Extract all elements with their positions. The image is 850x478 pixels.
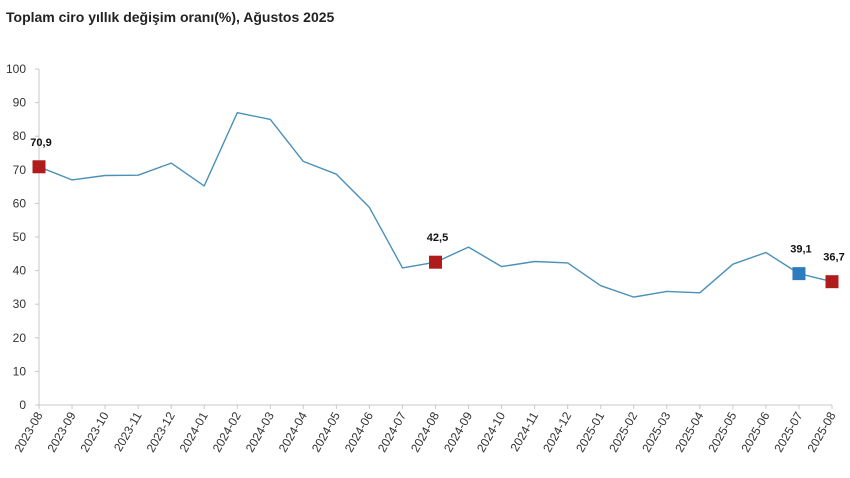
data-label: 42,5 — [427, 232, 448, 244]
x-tick-label: 2024-04 — [276, 409, 310, 454]
y-tick-label: 80 — [13, 129, 27, 143]
x-tick-label: 2024-08 — [408, 409, 442, 454]
y-tick-label: 40 — [13, 264, 27, 278]
x-tick-label: 2025-03 — [639, 409, 673, 454]
y-tick-label: 100 — [6, 62, 26, 76]
x-tick-label: 2023-11 — [111, 409, 145, 454]
y-tick-label: 50 — [13, 230, 27, 244]
x-tick-label: 2024-03 — [243, 409, 277, 454]
x-tick-label: 2024-11 — [508, 409, 542, 454]
y-tick-label: 0 — [19, 398, 26, 412]
y-axis-ticks: 0 10 20 30 40 50 60 70 80 90 100 — [6, 62, 39, 412]
x-tick-label: 2024-12 — [540, 409, 574, 454]
series-group — [38, 111, 833, 298]
data-label: 39,1 — [790, 244, 811, 256]
x-tick-label: 2024-06 — [342, 409, 376, 454]
x-tick-label: 2025-05 — [705, 409, 739, 454]
y-tick-label: 70 — [13, 163, 27, 177]
x-tick-label: 2025-01 — [573, 409, 607, 454]
data-labels: 70,9 42,5 39,1 36,7 — [30, 137, 844, 264]
x-tick-label: 2025-06 — [738, 409, 772, 454]
x-tick-label: 2025-07 — [771, 409, 805, 454]
highlight-marker — [792, 267, 806, 281]
x-tick-label: 2024-01 — [177, 409, 211, 454]
x-tick-label: 2023-12 — [144, 409, 178, 454]
x-tick-label: 2023-10 — [78, 409, 112, 454]
x-tick-label: 2024-07 — [375, 409, 409, 454]
data-label: 36,7 — [823, 252, 844, 264]
highlight-marker — [429, 255, 442, 269]
y-tick-label: 10 — [13, 364, 27, 378]
x-tick-label: 2024-09 — [441, 409, 475, 454]
series-line — [38, 111, 833, 298]
y-tick-label: 60 — [13, 196, 27, 210]
x-tick-label: 2024-05 — [309, 409, 343, 454]
x-tick-label: 2025-08 — [804, 409, 838, 454]
x-tick-label: 2024-02 — [210, 409, 244, 454]
x-tick-label: 2025-02 — [606, 409, 640, 454]
data-label: 70,9 — [30, 137, 51, 149]
x-tick-label: 2023-09 — [44, 409, 78, 454]
highlight-markers — [32, 160, 839, 289]
highlight-marker — [32, 160, 46, 174]
chart-title: Toplam ciro yıllık değişim oranı(%), Ağu… — [6, 9, 335, 25]
x-tick-label: 2025-04 — [672, 409, 706, 454]
x-tick-label: 2023-08 — [11, 409, 45, 454]
y-tick-label: 20 — [13, 331, 27, 345]
y-tick-label: 30 — [13, 297, 27, 311]
highlight-marker — [825, 275, 839, 289]
x-tick-label: 2024-10 — [474, 409, 508, 454]
y-tick-label: 90 — [13, 96, 27, 110]
